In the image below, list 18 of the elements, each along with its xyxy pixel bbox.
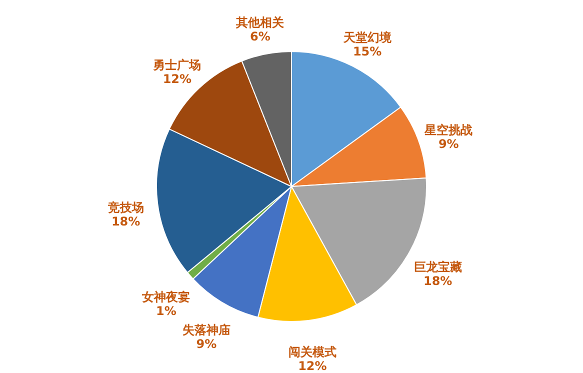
slice-label: 闯关模式 — [288, 345, 336, 360]
slice-label: 竞技场 — [106, 200, 144, 214]
data-label: 6% — [250, 29, 270, 44]
slice-label: 星空挑战 — [424, 122, 473, 137]
data-label: 9% — [438, 136, 459, 151]
slice-label: 其他相关 — [235, 15, 286, 30]
data-label: 9% — [196, 337, 217, 352]
data-label: 12% — [298, 359, 327, 373]
slice-label: 失落神庙 — [182, 323, 230, 338]
data-label: 18% — [423, 274, 452, 288]
slice-label: 勇士广场 — [152, 58, 202, 72]
data-label: 12% — [162, 72, 192, 86]
data-label: 18% — [111, 214, 140, 228]
slice-label: 女神夜宴 — [141, 290, 190, 304]
slice-label: 巨龙宝藏 — [414, 260, 462, 274]
data-label: 15% — [352, 44, 382, 59]
data-label: 1% — [156, 304, 176, 318]
slice-label: 天堂幻境 — [342, 30, 392, 45]
